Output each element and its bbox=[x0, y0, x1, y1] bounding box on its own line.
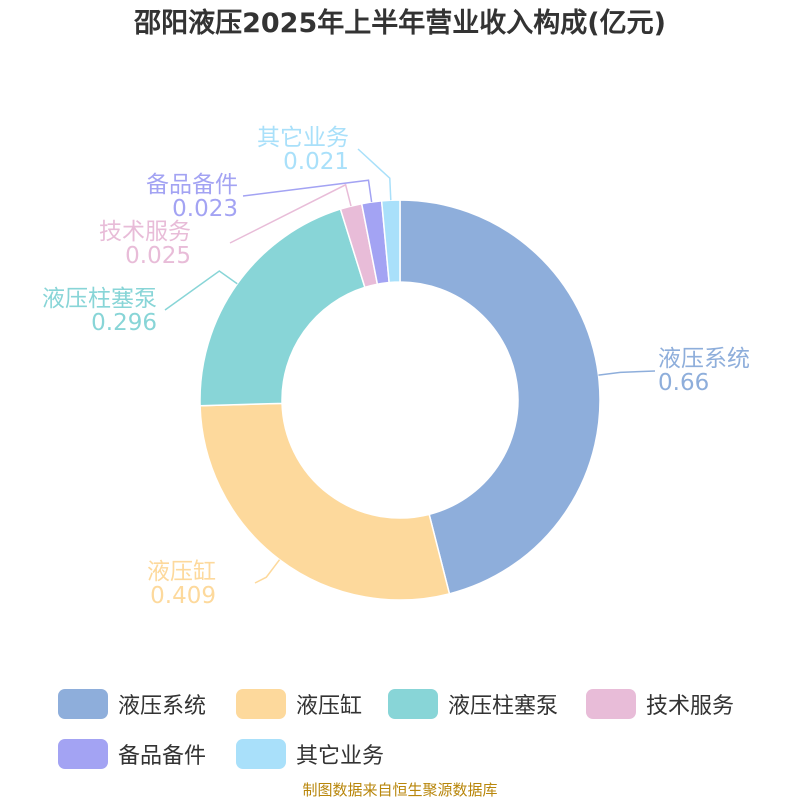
slice-label-1: 液压系统 bbox=[658, 346, 750, 372]
chart-title: 邵阳液压2025年上半年营业收入构成(亿元) bbox=[134, 8, 666, 39]
legend-item-5[interactable]: 备品备件 bbox=[58, 738, 206, 770]
legend-swatch bbox=[236, 689, 286, 719]
legend-label: 技术服务 bbox=[646, 694, 735, 719]
legend-swatch bbox=[388, 689, 438, 719]
legend-item-6[interactable]: 其它业务 bbox=[236, 738, 384, 770]
slice-value-5: 0.023 bbox=[172, 196, 238, 222]
slice-value-3: 0.296 bbox=[91, 310, 157, 336]
legend-label: 液压柱塞泵 bbox=[448, 694, 559, 719]
leader-line-1 bbox=[598, 370, 656, 376]
source-note: 制图数据来自恒生聚源数据库 bbox=[302, 781, 498, 799]
legend-swatch bbox=[58, 689, 108, 719]
leader-line-6 bbox=[357, 148, 392, 201]
slice-value-1: 0.66 bbox=[658, 370, 709, 396]
slice-value-6: 0.021 bbox=[283, 149, 349, 175]
legend-label: 其它业务 bbox=[296, 744, 385, 769]
slice-label-5: 备品备件 bbox=[146, 172, 238, 198]
legend-label: 液压缸 bbox=[296, 694, 363, 719]
donut-slice-1 bbox=[399, 199, 601, 595]
slice-label-3: 液压柱塞泵 bbox=[42, 286, 157, 312]
legend-item-3[interactable]: 液压柱塞泵 bbox=[388, 688, 558, 720]
legend-item-4[interactable]: 技术服务 bbox=[586, 688, 734, 720]
leader-line-4 bbox=[229, 183, 352, 244]
legend-swatch bbox=[586, 689, 636, 719]
slice-label-4: 技术服务 bbox=[99, 219, 191, 245]
slice-label-2: 液压缸 bbox=[147, 559, 216, 585]
leader-line-5 bbox=[242, 179, 373, 203]
legend-item-1[interactable]: 液压系统 bbox=[58, 688, 206, 720]
leader-line-2 bbox=[254, 559, 281, 584]
legend-label: 液压系统 bbox=[118, 694, 207, 719]
legend-swatch bbox=[58, 739, 108, 769]
slice-label-6: 其它业务 bbox=[257, 125, 349, 151]
donut-slice-2 bbox=[199, 402, 451, 601]
donut-slice-3 bbox=[199, 208, 366, 407]
slice-value-4: 0.025 bbox=[125, 243, 191, 269]
leader-line-3 bbox=[164, 270, 238, 311]
donut-slice-6 bbox=[380, 199, 401, 284]
legend-swatch bbox=[236, 739, 286, 769]
legend-item-2[interactable]: 液压缸 bbox=[236, 688, 362, 720]
slice-value-2: 0.409 bbox=[150, 583, 216, 609]
legend-label: 备品备件 bbox=[118, 744, 207, 769]
